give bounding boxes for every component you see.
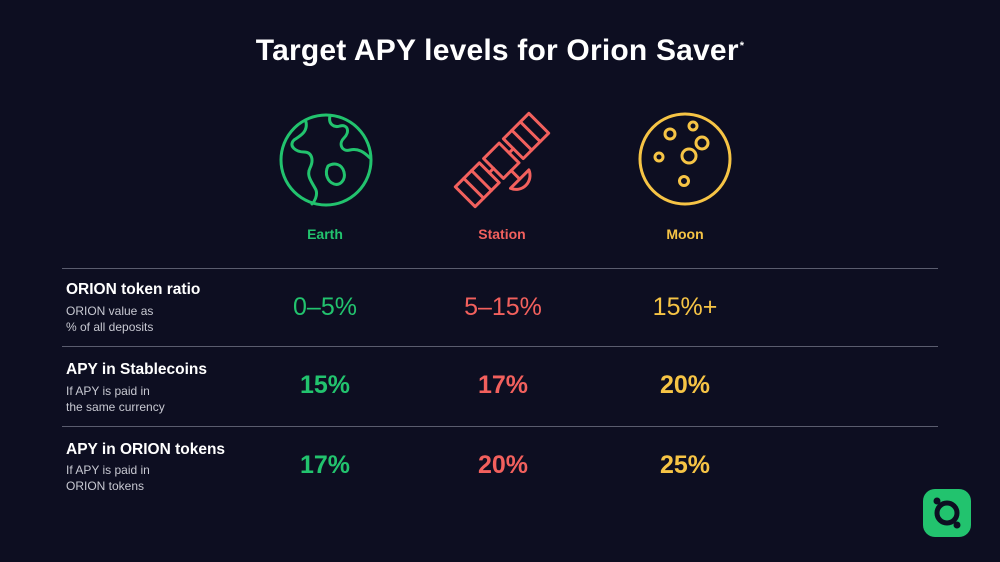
- row-subtitle-apy-orion: If APY is paid in ORION tokens: [66, 463, 150, 493]
- satellite-icon: [448, 106, 556, 214]
- row-subtitle-apy-stablecoins: If APY is paid in the same currency: [66, 384, 165, 414]
- value-station-apy-stablecoins: 17%: [477, 371, 529, 399]
- tier-label-station: Station: [478, 226, 526, 242]
- value-earth-apy-stablecoins: 15%: [299, 371, 351, 399]
- divider: [62, 268, 938, 269]
- value-moon-token-ratio: 15%+: [652, 293, 718, 321]
- divider: [62, 426, 938, 427]
- value-moon-apy-orion: 25%: [659, 451, 711, 479]
- tier-label-earth: Earth: [307, 226, 343, 242]
- row-title-apy-stablecoins: APY in Stablecoins: [66, 361, 207, 378]
- divider: [62, 346, 938, 347]
- value-earth-token-ratio: 0–5%: [293, 293, 357, 321]
- earth-icon: [278, 112, 374, 208]
- row-title-token-ratio: ORION token ratio: [66, 281, 201, 298]
- value-moon-apy-stablecoins: 20%: [659, 371, 711, 399]
- page-title: Target APY levels for Orion Saver*: [255, 34, 745, 67]
- footnote-mark: *: [739, 40, 745, 52]
- row-subtitle-token-ratio: ORION value as % of all deposits: [66, 304, 154, 334]
- orion-logo-icon: [923, 489, 971, 542]
- moon-icon: [636, 110, 734, 208]
- value-earth-apy-orion: 17%: [299, 451, 351, 479]
- value-station-token-ratio: 5–15%: [464, 293, 542, 321]
- row-title-apy-orion: APY in ORION tokens: [66, 441, 226, 458]
- tier-label-moon: Moon: [666, 226, 704, 242]
- value-station-apy-orion: 20%: [477, 451, 529, 479]
